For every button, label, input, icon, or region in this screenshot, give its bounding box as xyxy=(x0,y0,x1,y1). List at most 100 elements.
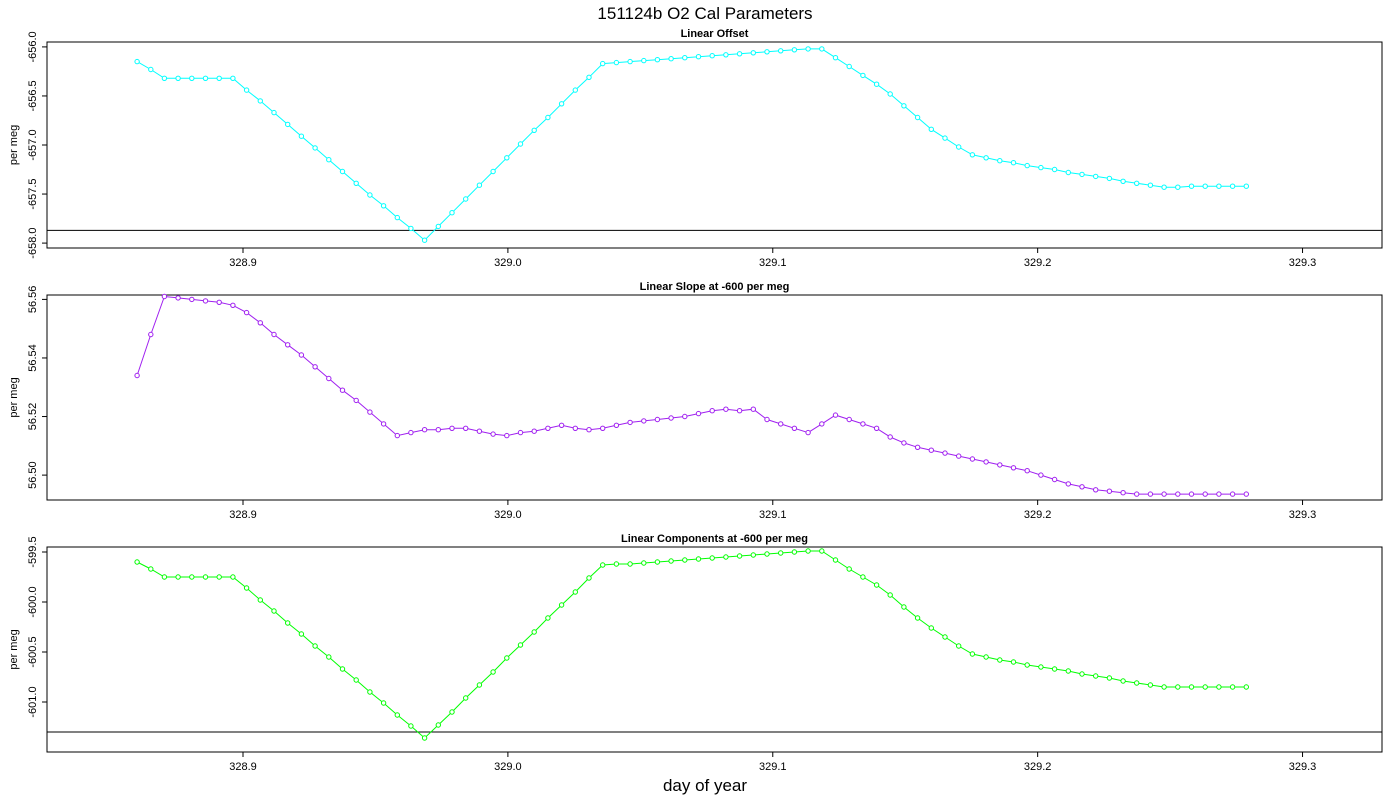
data-point xyxy=(613,561,620,567)
data-point xyxy=(1188,491,1195,497)
data-point xyxy=(942,450,948,456)
data-point xyxy=(1106,175,1113,182)
data-point xyxy=(750,406,756,412)
data-point xyxy=(134,372,140,379)
data-point xyxy=(832,55,839,61)
data-point xyxy=(997,657,1003,663)
series-line xyxy=(136,550,1247,739)
data-point xyxy=(202,75,209,82)
data-point xyxy=(504,655,510,661)
data-point xyxy=(161,574,168,580)
data-point xyxy=(449,425,455,431)
data-point xyxy=(298,631,305,637)
y-tick-label: -658.0 xyxy=(27,227,39,258)
data-point xyxy=(1024,162,1030,169)
data-point xyxy=(750,552,756,558)
data-point xyxy=(860,574,866,580)
data-point xyxy=(545,615,551,621)
data-point xyxy=(1147,182,1154,188)
data-point xyxy=(846,63,852,70)
series-line xyxy=(136,295,1247,495)
y-tick-label: 56.52 xyxy=(27,403,39,431)
data-point xyxy=(1134,680,1140,686)
data-point xyxy=(709,53,715,59)
data-point xyxy=(175,75,181,82)
data-point xyxy=(956,144,962,150)
chart-panels: Linear Offset per meg 328.9 329.0 329.1 329.2… xyxy=(8,28,1383,773)
figure-title: 151124b O2 Cal Parameters xyxy=(597,4,812,23)
data-point xyxy=(490,669,496,675)
data-point xyxy=(1079,171,1085,178)
data-point xyxy=(832,412,839,418)
y-tick-label: -601.0 xyxy=(27,686,39,717)
data-point xyxy=(723,52,729,58)
data-point xyxy=(983,459,989,465)
data-point xyxy=(613,422,620,428)
y-tick-label: -657.5 xyxy=(27,178,39,209)
data-point xyxy=(819,548,825,554)
data-point xyxy=(1120,178,1126,185)
data-point xyxy=(709,555,715,561)
data-point xyxy=(873,582,880,588)
data-point xyxy=(476,682,483,688)
data-point xyxy=(435,722,441,728)
data-point xyxy=(285,121,291,128)
data-point xyxy=(942,135,948,141)
data-point xyxy=(983,654,989,660)
data-point xyxy=(1065,668,1072,674)
data-point xyxy=(1243,491,1250,497)
data-point xyxy=(134,559,140,565)
data-point xyxy=(1216,183,1222,189)
data-point xyxy=(408,225,414,232)
data-point xyxy=(1093,673,1099,679)
data-point xyxy=(558,101,565,107)
data-point xyxy=(832,557,839,563)
chart-panel-3: Linear Components at -600 per meg per meg… xyxy=(8,533,1383,773)
data-point xyxy=(202,298,209,304)
panel-title: Linear Offset xyxy=(681,28,749,40)
data-point xyxy=(1202,183,1208,189)
data-point xyxy=(1024,662,1030,668)
data-point xyxy=(914,615,921,621)
data-point xyxy=(873,425,880,431)
data-point xyxy=(230,75,236,82)
data-point xyxy=(380,421,387,427)
data-point xyxy=(1188,183,1195,189)
data-point xyxy=(1216,491,1222,497)
data-point xyxy=(613,59,620,66)
y-axis-label: per meg xyxy=(8,377,20,417)
data-point xyxy=(463,196,469,202)
data-point xyxy=(148,331,154,338)
data-point xyxy=(312,145,318,151)
data-point xyxy=(216,299,222,305)
data-point xyxy=(969,152,976,158)
data-point xyxy=(586,575,592,581)
data-point xyxy=(969,456,976,462)
data-point xyxy=(572,589,578,595)
data-point xyxy=(791,549,798,555)
data-point xyxy=(778,421,784,427)
data-point xyxy=(887,592,893,598)
data-point xyxy=(449,709,455,715)
data-point xyxy=(230,302,236,308)
data-point xyxy=(243,87,250,93)
data-point xyxy=(1134,180,1140,187)
data-point xyxy=(545,114,551,121)
data-point xyxy=(791,425,798,431)
data-point xyxy=(1051,476,1058,483)
data-point xyxy=(421,427,428,433)
data-point xyxy=(1010,465,1017,471)
data-point xyxy=(682,557,688,563)
data-point xyxy=(928,447,934,453)
data-point xyxy=(367,409,373,415)
y-tick-label: -600.0 xyxy=(27,586,39,617)
data-point xyxy=(189,574,195,580)
data-point xyxy=(1175,491,1181,497)
data-point xyxy=(723,406,729,412)
data-point xyxy=(1147,682,1154,688)
data-point xyxy=(695,54,702,60)
x-tick-label: 329.1 xyxy=(759,257,787,269)
data-point xyxy=(1147,491,1154,497)
data-point xyxy=(860,421,866,427)
